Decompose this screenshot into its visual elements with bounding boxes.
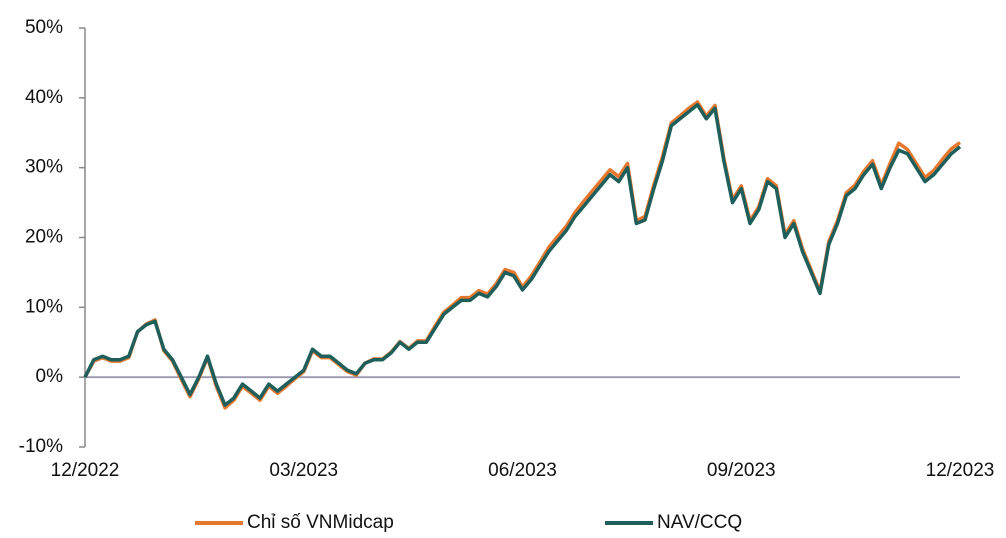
x-tick-label: 03/2023 xyxy=(269,460,338,481)
series-line xyxy=(83,103,962,407)
x-tick-label: 06/2023 xyxy=(488,460,557,481)
x-tick-label: 12/2023 xyxy=(926,460,995,481)
y-tick-label: 0% xyxy=(36,366,64,387)
y-tick-label: -10% xyxy=(19,436,63,457)
y-tick-label: 40% xyxy=(25,87,63,108)
y-tick-label: 30% xyxy=(25,157,63,178)
y-tick-label: 10% xyxy=(25,296,63,317)
y-tick-label: 20% xyxy=(25,227,63,248)
legend-label: NAV/CCQ xyxy=(657,512,742,533)
legend-label: Chỉ số VNMidcap xyxy=(247,512,394,533)
x-tick-label: 12/2022 xyxy=(51,460,120,481)
y-tick-label: 50% xyxy=(25,17,63,38)
x-tick-label: 09/2023 xyxy=(707,460,776,481)
series-line xyxy=(83,100,962,410)
